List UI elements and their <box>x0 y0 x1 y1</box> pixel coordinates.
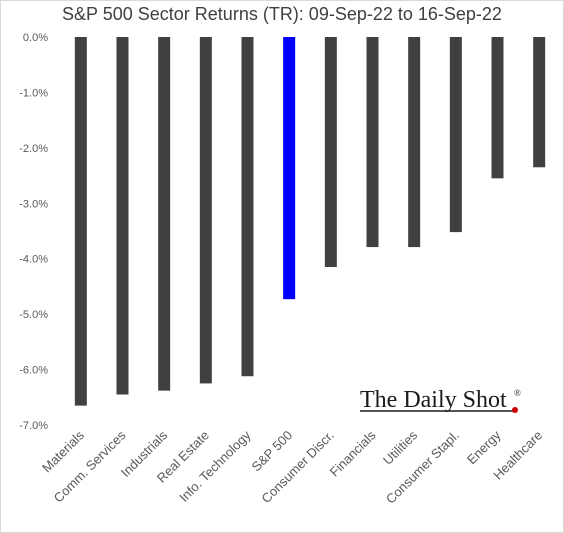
watermark-text: The Daily Shot <box>360 387 507 413</box>
bar-series <box>74 37 546 406</box>
bar-utilities <box>408 37 421 248</box>
bar-info-technology <box>241 37 254 377</box>
bar-industrials <box>158 37 171 391</box>
chart-title: S&P 500 Sector Returns (TR): 09-Sep-22 t… <box>62 4 502 24</box>
bar-energy <box>491 37 504 179</box>
y-axis: 0.0% -1.0% -2.0% -3.0% -4.0% -5.0% -6.0% -7.0% <box>19 32 48 432</box>
y-tick-label: -4.0% <box>19 254 48 266</box>
x-tick-label: Utilities <box>380 427 421 468</box>
y-tick-label: -1.0% <box>19 87 48 99</box>
x-tick-label: Info. Technology <box>176 427 254 505</box>
y-tick-label: -5.0% <box>19 309 48 321</box>
bar-consumer-discr <box>324 37 337 268</box>
watermark-dot <box>512 407 518 413</box>
bar-materials <box>74 37 87 406</box>
watermark-logo: The Daily Shot ® <box>360 387 521 413</box>
bar-s-p-500 <box>283 37 296 300</box>
y-tick-label: -6.0% <box>19 365 48 377</box>
x-tick-label: Energy <box>464 427 504 467</box>
x-tick-label: Consumer Stapl. <box>383 428 462 507</box>
y-tick-label: -2.0% <box>19 143 48 155</box>
y-tick-label: -3.0% <box>19 198 48 210</box>
bar-financials <box>366 37 379 248</box>
bar-consumer-stapl <box>449 37 462 233</box>
x-tick-label: Comm. Services <box>51 427 129 505</box>
y-tick-label: -7.0% <box>19 420 48 432</box>
y-tick-label: 0.0% <box>23 32 48 44</box>
x-tick-label: Financials <box>327 427 379 479</box>
bar-real-estate <box>199 37 212 384</box>
x-tick-label: Consumer Discr. <box>258 428 337 507</box>
registered-mark: ® <box>514 388 521 398</box>
bar-comm-services <box>116 37 129 395</box>
bar-healthcare <box>533 37 546 168</box>
